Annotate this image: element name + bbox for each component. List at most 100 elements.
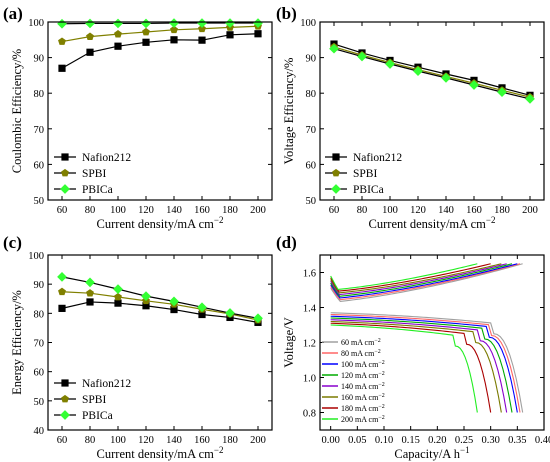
legend-marker: [61, 153, 69, 161]
y-tick-label: 40: [34, 426, 45, 437]
legend-label: 200 mA cm−2: [341, 415, 385, 424]
data-point: [57, 272, 67, 282]
charge-curve: [330, 263, 513, 297]
curve-60: 60 mA cm−2: [322, 263, 524, 413]
y-tick-label: 60: [34, 160, 45, 171]
x-tick-label: 60: [57, 435, 68, 446]
y-axis-title: Coulombic Efficiency/%: [10, 49, 24, 173]
y-tick-label: 60: [34, 368, 45, 379]
legend-marker: [332, 168, 340, 177]
series-line: [61, 301, 259, 323]
x-tick-label: 0.35: [508, 435, 526, 446]
x-axis-title: Current density/mA cm−2: [97, 445, 224, 461]
x-tick-label: 180: [494, 205, 510, 216]
data-point: [357, 51, 367, 62]
x-tick-label: 100: [382, 205, 398, 216]
y-tick-label: 50: [34, 397, 45, 408]
data-point: [86, 298, 94, 306]
data-point: [441, 73, 451, 83]
y-tick-label: 70: [34, 339, 45, 350]
data-point: [225, 308, 235, 318]
data-point: [253, 313, 263, 324]
data-point: [114, 42, 122, 50]
data-point: [525, 94, 535, 104]
y-tick-label: 80: [306, 89, 317, 100]
legend-label: 100 mA cm−2: [341, 360, 385, 369]
data-point: [85, 277, 95, 288]
curve-80: 80 mA cm−2: [322, 263, 521, 413]
y-tick-label: 50: [306, 196, 317, 207]
legend-label: 120 mA cm−2: [341, 371, 385, 380]
discharge-curve: [330, 320, 502, 413]
x-tick-label: 200: [250, 205, 266, 216]
plot-frame: [319, 254, 545, 431]
chart-panel-b: (b)60 80 100 120 140 160 180 2005060708090100Cu…: [276, 4, 545, 231]
legend-marker: [332, 153, 340, 161]
y-tick-label: 1.4: [303, 304, 317, 315]
panel-label: (c): [3, 233, 22, 252]
x-tick-label: 60: [57, 205, 68, 216]
charge-curve: [330, 263, 491, 292]
x-tick-label: 160: [194, 435, 210, 446]
x-tick-label: 120: [138, 435, 154, 446]
legend-label: Nafion212: [353, 152, 402, 164]
data-point: [329, 43, 339, 54]
curve-180: 180 mA cm−2: [322, 263, 492, 413]
legend-label: SPBI: [82, 394, 106, 406]
y-tick-label: 80: [34, 309, 45, 320]
legend-marker: [61, 168, 69, 177]
data-point: [113, 18, 123, 29]
chart-panel-d: (d) 0.00 0.05 0.10 0.15 0.20 0.25 0.30 0.35 0.40 0…: [276, 233, 550, 461]
data-point: [58, 304, 66, 312]
curve-160: 160 mA cm−2: [322, 263, 502, 413]
discharge-curve: [330, 324, 478, 413]
x-tick-label: 80: [85, 205, 96, 216]
x-tick-label: 0.30: [481, 435, 499, 446]
legend-label: 140 mA cm−2: [341, 382, 385, 391]
legend-label: 60 mA cm−2: [341, 338, 381, 347]
series-pbica: PBICa: [54, 18, 263, 196]
series-spbi: SPBI: [54, 22, 262, 180]
x-tick-label: 200: [250, 435, 266, 446]
discharge-curve: [330, 313, 521, 413]
series-nafion212: Nafion212: [54, 30, 262, 164]
legend-label: PBICa: [82, 184, 113, 196]
data-point: [497, 87, 507, 97]
x-axis-title: Current density/mA cm−2: [369, 215, 496, 231]
y-tick-label: 100: [28, 251, 44, 262]
data-point: [170, 36, 178, 44]
y-tick-label: 70: [306, 125, 317, 136]
data-point: [169, 18, 179, 28]
x-tick-label: 80: [85, 435, 96, 446]
x-tick-label: 0.25: [455, 435, 473, 446]
x-tick-label: 120: [410, 205, 426, 216]
y-tick-label: 80: [34, 89, 45, 100]
data-point: [58, 64, 66, 72]
legend-marker: [60, 184, 70, 194]
x-tick-label: 160: [194, 205, 210, 216]
data-point: [114, 292, 122, 301]
x-tick-label: 180: [222, 205, 238, 216]
series-pbica: PBICa: [54, 272, 263, 422]
x-tick-label: 100: [110, 205, 126, 216]
legend-label: PBICa: [82, 410, 113, 422]
data-point: [85, 18, 95, 29]
plot-frame: [319, 21, 545, 201]
charge-curve: [330, 263, 478, 290]
legend-label: PBICa: [353, 184, 384, 196]
x-tick-label: 0.10: [375, 435, 393, 446]
data-point: [253, 18, 263, 28]
legend-label: 180 mA cm−2: [341, 404, 385, 413]
data-point: [113, 284, 123, 294]
data-point: [170, 25, 178, 34]
x-tick-label: 0.15: [401, 435, 419, 446]
legend-label: 80 mA cm−2: [341, 349, 381, 358]
data-point: [225, 18, 235, 28]
series-line: [333, 48, 531, 100]
curve-200: 200 mA cm−2: [322, 263, 478, 424]
x-tick-label: 0.40: [535, 435, 550, 446]
y-tick-label: 70: [34, 125, 45, 136]
series-nafion212: Nafion212: [54, 298, 262, 390]
legend-marker: [61, 394, 69, 403]
